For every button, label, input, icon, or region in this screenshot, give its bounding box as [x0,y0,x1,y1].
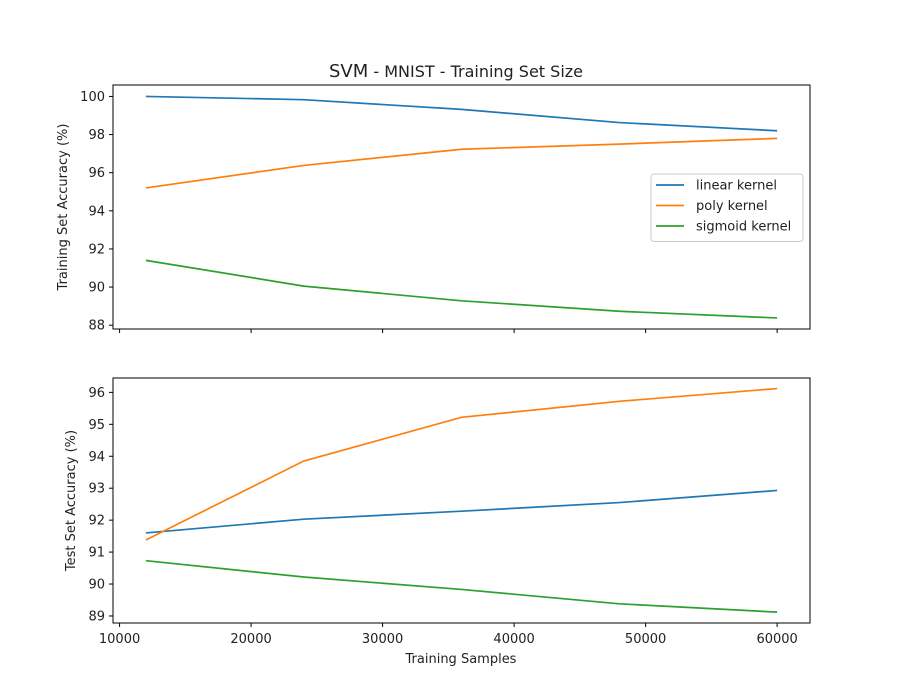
y-tick-label: 92 [88,514,105,529]
chart-title: SVM - MNIST - Training Set Size [329,61,583,82]
y-tick-label: 94 [88,204,105,219]
x-tick-label: 20000 [230,632,271,647]
series-line-poly-kernel [145,137,778,189]
x-tick-label: 10000 [99,632,140,647]
legend-label-linear-kernel: linear kernel [696,179,777,194]
y-tick-label: 96 [88,166,105,181]
series-line-series-1 [145,387,778,541]
plot-frame [112,377,811,624]
x-tick-label: 40000 [493,632,534,647]
legend-label-poly-kernel: poly kernel [696,199,768,214]
legend-box [650,173,804,242]
y-tick-label: 95 [88,418,105,433]
plot-frame [112,84,811,330]
y-axis-label: Training Set Accuracy (%) [56,124,71,292]
x-tick-label: 30000 [362,632,403,647]
x-tick-label: 60000 [756,632,797,647]
y-tick-label: 93 [88,482,105,497]
y-tick-label: 96 [88,386,105,401]
x-axis-label: Training Samples [405,652,517,667]
chart-title-rest: - MNIST - Training Set Size [368,62,583,81]
y-tick-label: 94 [88,450,105,465]
series-line-series-0 [145,489,778,534]
y-axis-label: Test Set Accuracy (%) [64,430,79,572]
y-tick-label: 89 [88,609,105,624]
series-line-linear-kernel [145,95,778,132]
test-accuracy-panel: 10000 20000 30000 40000 50000 60000 89 90 91 92 93… [64,377,811,647]
y-tick-label: 90 [88,281,105,296]
training-accuracy-panel: 88 90 92 94 96 98 100 Training Set Accuracy (%)… [56,84,811,334]
series-line-sigmoid-kernel [145,259,778,319]
y-tick-label: 91 [88,546,105,561]
x-tick-label: 50000 [625,632,666,647]
y-tick-label: 92 [88,242,105,257]
y-tick-label: 100 [80,90,105,105]
legend: linear kernel poly kernel sigmoid kernel [650,173,804,242]
y-tick-label: 98 [88,128,105,143]
y-tick-label: 88 [88,319,105,334]
legend-label-sigmoid-kernel: sigmoid kernel [696,220,791,235]
y-tick-label: 90 [88,578,105,593]
series-line-series-2 [145,559,778,613]
chart-title-main: SVM [329,61,368,82]
